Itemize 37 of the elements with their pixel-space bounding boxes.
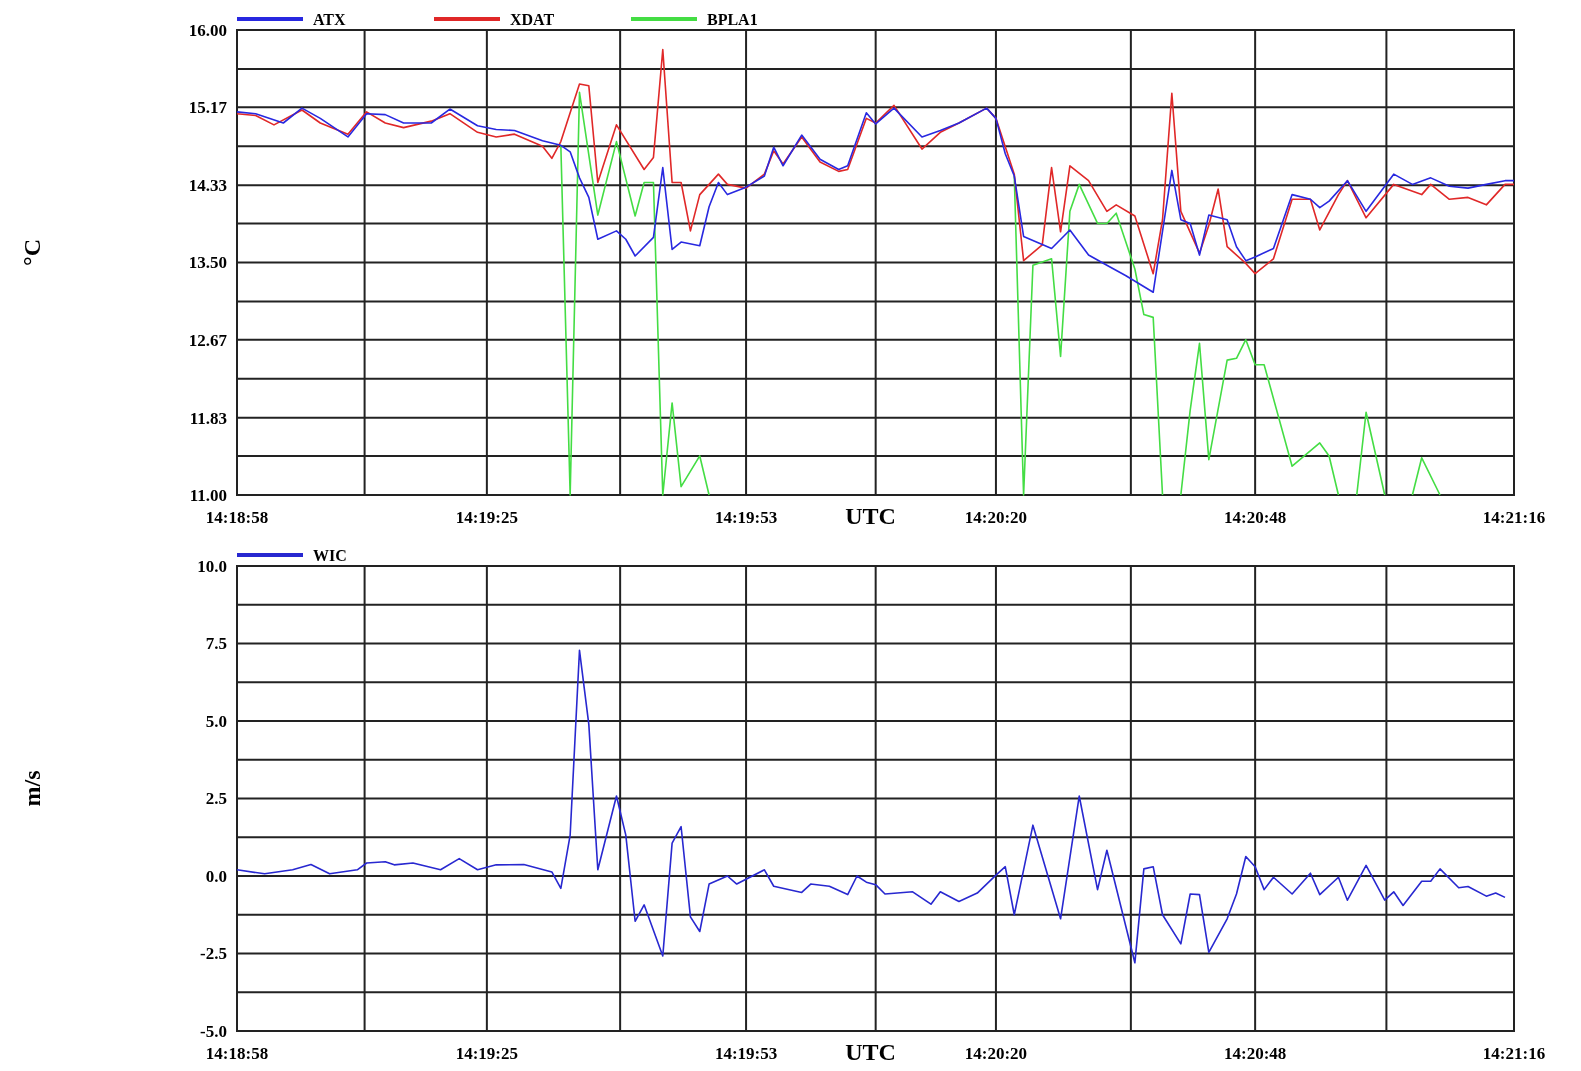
- line-series: [237, 48, 1514, 275]
- x-tick-label: 14:19:25: [455, 508, 519, 527]
- legend-label: BPLA1: [707, 11, 758, 28]
- y-tick-label: 0.0: [205, 866, 227, 886]
- y-tick-label: 12.67: [188, 330, 228, 350]
- y-tick-label: 10.0: [197, 556, 227, 576]
- x-tick-label: 14:18:58: [205, 1044, 269, 1063]
- x-tick-label: 14:20:48: [1223, 508, 1287, 527]
- legend-label: ATX: [313, 11, 347, 28]
- y-axis-title: m/s: [19, 770, 45, 807]
- y-tick-label: 13.50: [188, 253, 227, 273]
- y-axis-title: °C: [19, 239, 45, 266]
- x-tick-label: 14:19:53: [714, 508, 778, 527]
- x-tick-label: 14:21:16: [1482, 1044, 1546, 1063]
- y-tick-label: -5.0: [200, 1021, 227, 1041]
- y-tick-label: 16.00: [188, 20, 227, 40]
- y-tick-label: 7.5: [205, 634, 227, 654]
- x-tick-label: 14:19:25: [455, 1044, 519, 1063]
- x-tick-label: 14:20:20: [964, 508, 1028, 527]
- legend-label: WIC: [313, 547, 347, 564]
- x-tick-label: 14:21:16: [1482, 508, 1546, 527]
- x-tick-label: 14:20:20: [964, 1044, 1028, 1063]
- x-tick-label: 14:18:58: [205, 508, 269, 527]
- line-series: [237, 107, 1514, 294]
- line-series: [237, 649, 1506, 964]
- x-tick-label: 14:20:48: [1223, 1044, 1287, 1063]
- x-axis-title: UTC: [845, 1039, 896, 1065]
- x-tick-label: 14:19:53: [714, 1044, 778, 1063]
- y-tick-label: 11.83: [189, 408, 227, 428]
- y-tick-label: 11.00: [189, 485, 227, 505]
- y-tick-label: 15.17: [188, 98, 228, 118]
- y-tick-label: -2.5: [200, 944, 227, 964]
- legend-label: XDAT: [510, 11, 555, 28]
- x-axis-title: UTC: [845, 503, 896, 529]
- y-tick-label: 5.0: [205, 711, 227, 731]
- y-tick-label: 14.33: [188, 176, 227, 196]
- y-tick-label: 2.5: [205, 789, 227, 809]
